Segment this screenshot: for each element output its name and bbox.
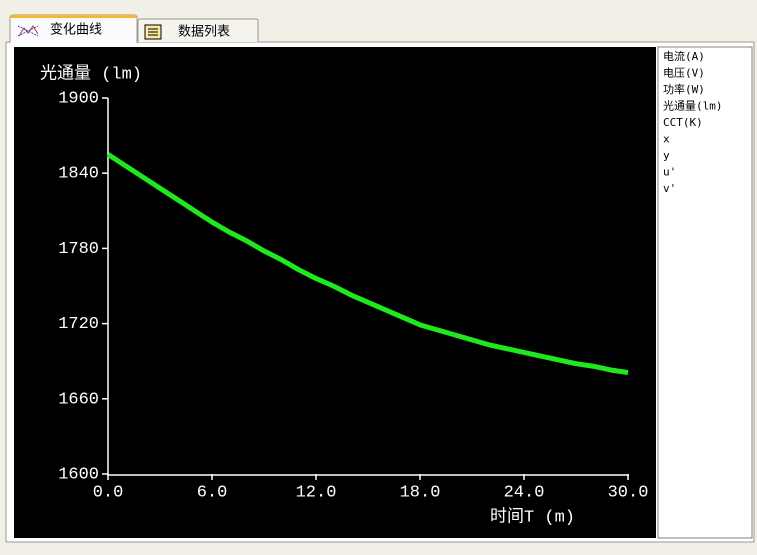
parameter-list xyxy=(657,46,753,539)
y-axis-label: 光通量 (lm) xyxy=(40,63,142,84)
x-tick-label: 12.0 xyxy=(296,483,337,502)
parameter-item: CCT(K) xyxy=(663,116,703,129)
tab-active[interactable]: 变化曲线 xyxy=(9,14,138,43)
tab[interactable]: 数据列表 xyxy=(137,18,259,42)
parameter-item: u' xyxy=(663,166,676,179)
y-tick-label: 1900 xyxy=(58,89,99,108)
parameter-item: y xyxy=(663,149,670,162)
x-tick-label: 18.0 xyxy=(400,483,441,502)
data-line xyxy=(106,152,629,375)
y-tick-label: 1660 xyxy=(58,390,99,409)
x-tick-label: 0.0 xyxy=(93,483,124,502)
parameter-item: x xyxy=(663,133,670,146)
parameter-item: v' xyxy=(663,182,676,195)
x-tick-label: 30.0 xyxy=(608,483,649,502)
tab-label: 变化曲线 xyxy=(50,22,102,38)
x-tick-label: 6.0 xyxy=(197,483,228,502)
plot-background xyxy=(14,47,656,538)
parameter-item: 功率(W) xyxy=(663,82,705,96)
parameter-item: 电流(A) xyxy=(663,49,705,63)
parameter-item: 电压(V) xyxy=(663,67,705,80)
y-tick-label: 1840 xyxy=(58,165,99,184)
x-tick-label: 24.0 xyxy=(504,483,545,502)
y-tick-label: 1600 xyxy=(58,465,99,484)
tab-label: 数据列表 xyxy=(178,25,230,40)
parameter-item: 光通量(lm) xyxy=(663,99,723,113)
y-tick-label: 1780 xyxy=(58,240,99,259)
y-tick-label: 1720 xyxy=(58,315,99,334)
x-axis-label: 时间T (m) xyxy=(490,506,575,527)
